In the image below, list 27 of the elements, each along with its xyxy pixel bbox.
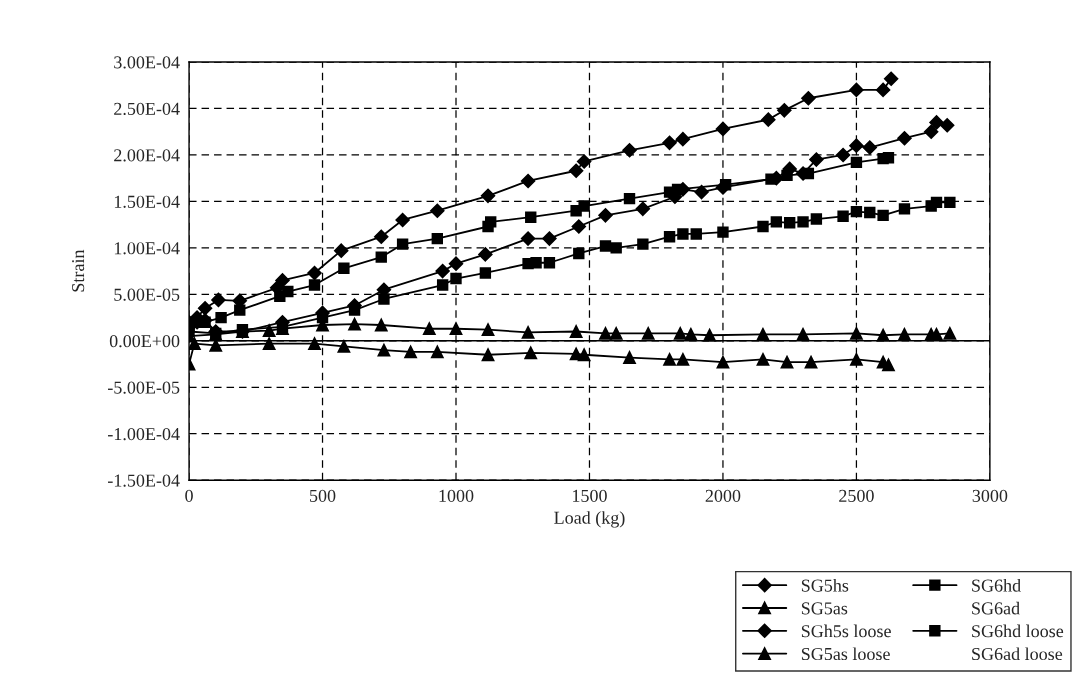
x-axis-title: Load (kg) — [554, 511, 625, 528]
y-tick-label: 2.50E-04 — [114, 102, 180, 115]
y-tick-label: -1.50E-04 — [107, 474, 180, 487]
y-tick-label: 1.00E-04 — [114, 242, 180, 255]
y-tick-label: -5.00E-05 — [107, 381, 180, 394]
y-tick-label: 3.00E-04 — [114, 56, 180, 69]
legend-label: SG5hs — [801, 578, 849, 592]
legend-label: SG5as — [801, 602, 848, 615]
legend-label: SG5as loose — [801, 647, 890, 661]
x-tick-label: 3000 — [972, 489, 1008, 502]
text: SG6ad loose — [972, 647, 1063, 661]
y-tick-label: -1.00E-04 — [107, 427, 180, 441]
x-tick-label: 1500 — [573, 489, 607, 502]
x-tick-label: 2000 — [705, 489, 741, 502]
x-tick-label: 500 — [310, 489, 336, 502]
x-tick-label: 1000 — [439, 489, 474, 502]
x-tick-label: 0 — [185, 489, 193, 502]
y-tick-label: 1.50E-04 — [114, 195, 180, 208]
y-tick-label: 0.00E+00 — [109, 335, 180, 348]
legend-label: SGh5s loose — [801, 624, 891, 638]
text: SG6ad — [972, 601, 1020, 615]
y-tick-label: 2.00E-04 — [114, 149, 180, 162]
x-tick-label: 2500 — [839, 489, 874, 502]
y-tick-label: 5.00E-05 — [114, 288, 180, 301]
legend-label: SG6hd — [972, 578, 1021, 592]
y-axis-title: Strain — [72, 249, 85, 292]
legend-label: SG6hd loose — [972, 624, 1064, 638]
